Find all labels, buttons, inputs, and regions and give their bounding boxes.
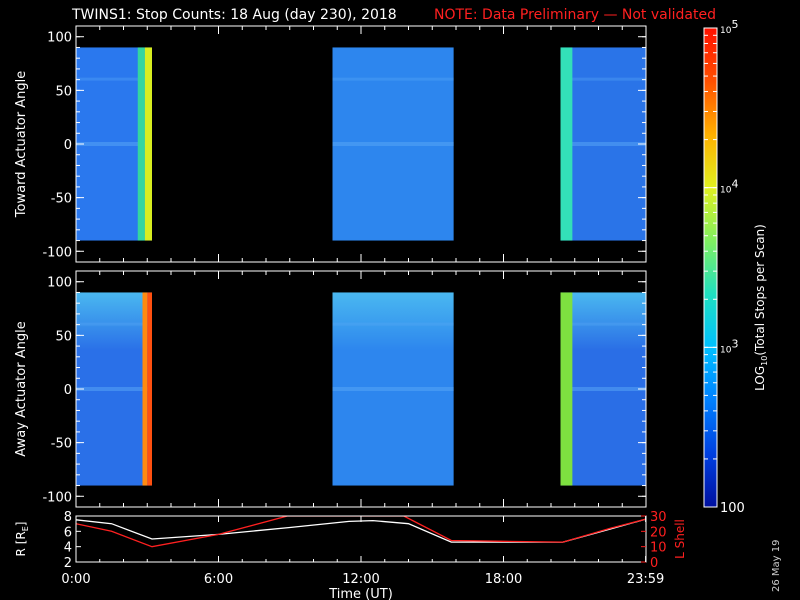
toward-zero-streak (76, 142, 152, 146)
tick-base: 100 (720, 501, 745, 516)
r-label-close: ] (14, 522, 28, 527)
toward-bright-edge (560, 47, 573, 241)
x-tick-label: 18:00 (485, 572, 522, 587)
toward-ylabel: Toward Actuator Angle (14, 71, 29, 218)
orbit-frame (75, 515, 647, 563)
r-tick-label: 2 (64, 556, 72, 571)
r-axis-label: R [RE] (14, 522, 30, 557)
colorbar-tick-label: 103 (720, 337, 738, 355)
r-tick-label: 8 (64, 510, 72, 525)
away-zero-streak (560, 387, 646, 391)
y-tick-label: 50 (55, 84, 72, 99)
toward-streak (560, 77, 646, 81)
x-tick-label: 23:59 (627, 572, 664, 587)
toward-zero-streak (332, 142, 454, 146)
y-tick-label: 100 (47, 31, 72, 46)
away-bright-edge (560, 292, 573, 486)
toward-bright-edge (137, 47, 145, 241)
tick-exp: 4 (731, 178, 738, 191)
tick-base: 10 (720, 26, 732, 36)
toward-streak (332, 77, 454, 81)
tick-exp: 5 (731, 18, 738, 31)
y-tick-label: -50 (51, 437, 72, 452)
y-tick-label: -50 (51, 192, 72, 207)
x-tick-label: 6:00 (204, 572, 233, 587)
colorbar-tick-label: 105 (720, 18, 738, 36)
away-bright-edge (142, 292, 148, 486)
colorbar-label-part: LOG (753, 366, 767, 391)
toward-zero-streak (560, 142, 646, 146)
y-tick-label: 100 (47, 276, 72, 291)
colorbar-tick-label: 100 (720, 501, 745, 516)
r-tick-label: 6 (64, 525, 72, 540)
y-tick-label: 50 (55, 329, 72, 344)
away-zero-streak (332, 387, 454, 391)
colorbar-label: LOG10(Total Stops per Scan) (753, 224, 769, 391)
r-trace (76, 518, 646, 543)
away-bright-edge (147, 292, 152, 486)
away-ylabel: Away Actuator Angle (14, 321, 29, 456)
tick-base: 10 (720, 345, 732, 355)
y-tick-label: 0 (64, 138, 72, 153)
r-tick-label: 4 (64, 541, 72, 556)
lshell-tick-label: 0 (650, 556, 658, 571)
away-streak (560, 322, 646, 326)
y-tick-label: -100 (42, 490, 72, 505)
away-streak (76, 322, 152, 326)
lshell-trace (76, 516, 646, 548)
away-streak (332, 322, 454, 326)
y-tick-label: -100 (42, 245, 72, 260)
x-tick-label: 0:00 (61, 572, 90, 587)
toward-streak (76, 77, 152, 81)
colorbar (703, 27, 718, 508)
tick-base: 10 (720, 186, 732, 196)
y-tick-label: 0 (64, 383, 72, 398)
away-zero-streak (76, 387, 152, 391)
data-note: NOTE: Data Preliminary — Not validated (434, 7, 716, 23)
colorbar-label-part: 10 (760, 356, 769, 366)
lshell-axis-label: L Shell (673, 519, 687, 559)
toward-bright-edge (144, 47, 152, 241)
tick-exp: 3 (731, 337, 738, 350)
colorbar-label-part: (Total Stops per Scan) (753, 224, 767, 355)
chart-title: TWINS1: Stop Counts: 18 Aug (day 230), 2… (72, 7, 397, 23)
x-tick-label: 12:00 (342, 572, 379, 587)
lshell-tick-label: 10 (650, 541, 667, 556)
lshell-tick-label: 20 (650, 525, 667, 540)
colorbar-tick-label: 104 (720, 178, 738, 196)
lshell-tick-label: 30 (650, 510, 667, 525)
r-label-sub: E (21, 526, 30, 531)
x-axis-label: Time (UT) (328, 587, 393, 600)
r-label-text: R [R (14, 531, 28, 556)
